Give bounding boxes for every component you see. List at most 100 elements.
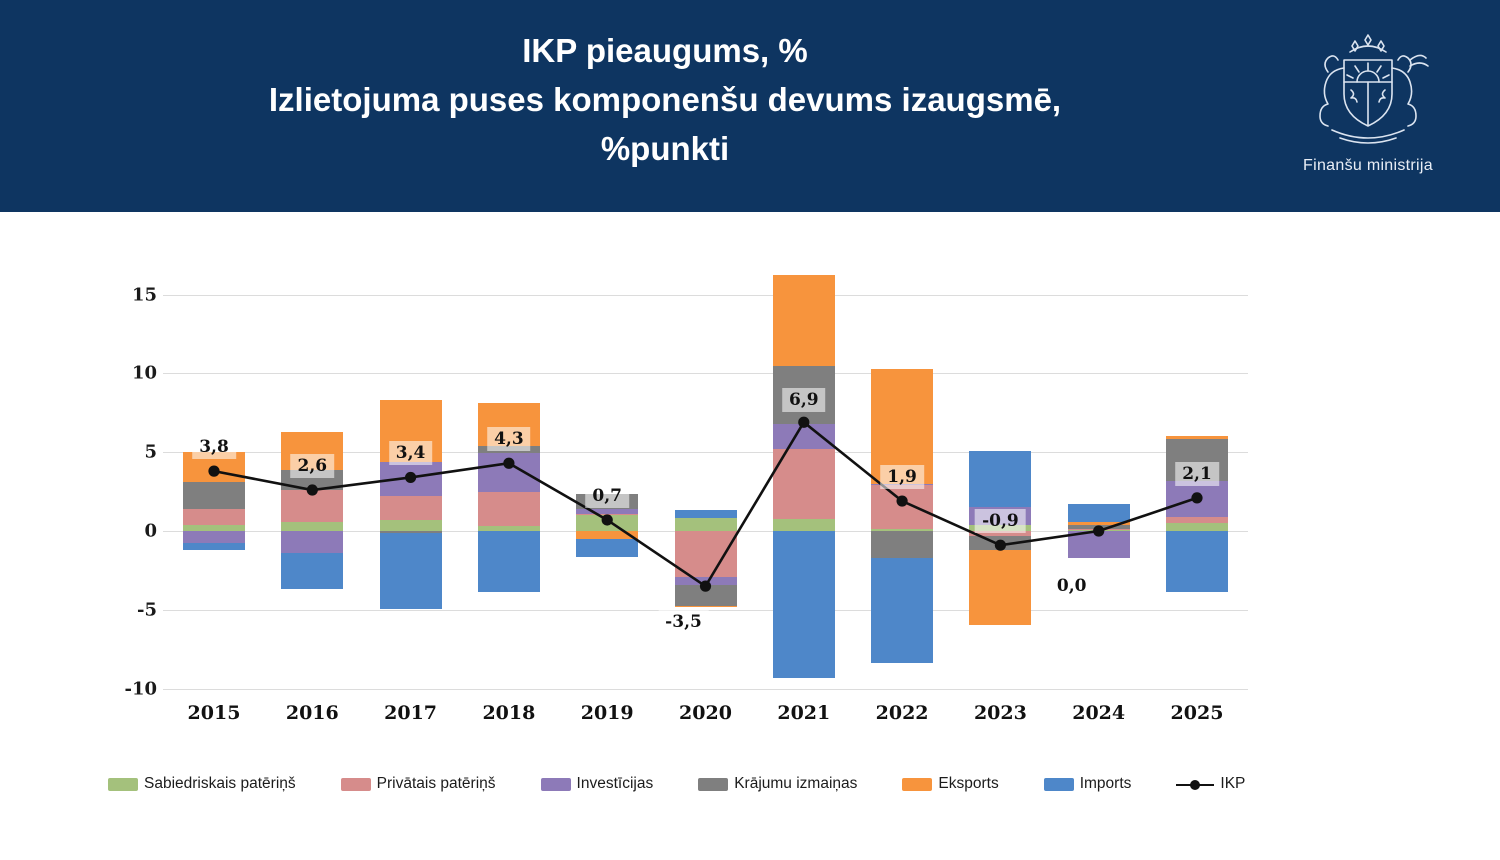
- bar-segment-2022-kr-jumu-izmai-as: [871, 531, 934, 558]
- legend-item-priv-tais-pat-ri-: Privātais patēriņš: [340, 775, 496, 793]
- gridline--10: [163, 688, 1248, 690]
- bar-segment-2021-eksports: [772, 274, 835, 366]
- x-tick-label-2016: 2016: [285, 702, 339, 724]
- ikp-value-label-2021: 6,9: [782, 388, 826, 413]
- x-tick-label-2025: 2025: [1170, 702, 1224, 724]
- gdp-contribution-chart: 15 10 5 0 -5 -10 3,8 2,6 3,4 4,3 0,7 -3,5 6,9 1,9 -0,…: [0, 212, 1500, 860]
- chart-legend: Sabiedriskais patēriņš Privātais patēriņš…: [108, 775, 1245, 793]
- gridline-10: [163, 373, 1248, 375]
- ikp-value-label-2015: 3,8: [192, 435, 236, 460]
- ikp-value-label-2019: 0,7: [585, 483, 629, 508]
- bar-segment-2025-invest-cijas: [1166, 480, 1228, 517]
- x-tick-label-2023: 2023: [973, 702, 1027, 724]
- bar-segment-2021-imports: [772, 531, 835, 679]
- ministry-logo-caption: Finanšu ministrija: [1303, 157, 1433, 174]
- ikp-value-label-2024: 0,0: [1049, 574, 1094, 598]
- title-line-2: Izlietojuma puses komponenšu devums izau…: [268, 81, 1062, 118]
- bar-segment-2025-imports: [1166, 531, 1228, 593]
- bar-segment-2022-priv-tais-pat-ri-: [871, 485, 934, 530]
- x-tick-label-2022: 2022: [875, 702, 929, 724]
- bar-segment-2017-sabiedriskais-pat-ri-: [379, 519, 442, 531]
- legend-item-sabiedriskais-pat-ri-: Sabiedriskais patēriņš: [108, 775, 296, 793]
- x-tick-label-2020: 2020: [679, 702, 732, 724]
- y-tick-label-15: 15: [131, 284, 157, 306]
- x-tick-label-2021: 2021: [777, 702, 831, 724]
- bar-segment-2025-eksports: [1166, 436, 1228, 439]
- bar-segment-2024-imports: [1067, 504, 1130, 523]
- ikp-value-label-2025: 2,1: [1175, 461, 1219, 486]
- x-tick-label-2017: 2017: [384, 702, 438, 724]
- bar-segment-2016-invest-cijas: [281, 531, 344, 554]
- bar-segment-2024-kr-jumu-izmai-as: [1067, 525, 1130, 530]
- ikp-value-label-2016: 2,6: [290, 454, 335, 479]
- legend-item-invest-cijas: Investīcijas: [540, 775, 654, 793]
- bar-segment-2017-invest-cijas: [379, 461, 442, 497]
- bar-segment-2021-invest-cijas: [772, 423, 835, 450]
- legend-swatch-icon: [108, 777, 138, 791]
- legend-label: Sabiedriskais patēriņš: [144, 775, 296, 792]
- bar-segment-2024-invest-cijas: [1067, 531, 1130, 558]
- bar-segment-2017-priv-tais-pat-ri-: [379, 496, 442, 520]
- x-tick-label-2019: 2019: [580, 702, 634, 724]
- ikp-value-label-2022: 1,9: [880, 465, 924, 490]
- legend-label: IKP: [1220, 775, 1246, 792]
- bar-segment-2020-kr-jumu-izmai-as: [674, 585, 737, 606]
- legend-label: Imports: [1079, 775, 1132, 792]
- bar-segment-2018-imports: [477, 531, 540, 592]
- title-line-1: IKP pieaugums, %: [522, 32, 808, 69]
- bar-segment-2015-invest-cijas: [183, 531, 245, 543]
- bar-segment-2016-sabiedriskais-pat-ri-: [281, 521, 344, 531]
- legend-label: Eksports: [938, 775, 999, 792]
- legend-item-imports: Imports: [1043, 775, 1132, 793]
- gridline-15: [163, 294, 1248, 296]
- bar-segment-2021-sabiedriskais-pat-ri-: [772, 519, 835, 531]
- legend-swatch-icon: [540, 777, 571, 791]
- bar-segment-2021-priv-tais-pat-ri-: [772, 449, 835, 520]
- y-tick-label-10: 10: [131, 362, 157, 384]
- bar-segment-2020-eksports: [674, 605, 737, 608]
- legend-swatch-icon: [902, 777, 933, 791]
- bar-segment-2023-kr-jumu-izmai-as: [969, 535, 1032, 550]
- legend-label: Investīcijas: [576, 775, 654, 792]
- legend-swatch-icon: [698, 777, 729, 791]
- bar-segment-2020-sabiedriskais-pat-ri-: [674, 518, 737, 531]
- bar-segment-2024-eksports: [1067, 522, 1130, 526]
- bar-segment-2020-priv-tais-pat-ri-: [674, 531, 737, 577]
- bar-segment-2015-imports: [183, 542, 245, 550]
- ministry-logo: Finanšu ministrija: [1288, 30, 1448, 175]
- bar-segment-2019-priv-tais-pat-ri-: [576, 513, 639, 516]
- bar-segment-2019-imports: [576, 538, 639, 557]
- bar-segment-2016-priv-tais-pat-ri-: [281, 490, 344, 522]
- y-tick-label--5: -5: [137, 599, 157, 621]
- y-tick-label-5: 5: [144, 441, 157, 463]
- ikp-value-label-2020: -3,5: [658, 610, 709, 635]
- legend-swatch-icon: [340, 777, 371, 791]
- bar-segment-2016-imports: [281, 553, 344, 590]
- coat-of-arms-icon: [1319, 34, 1429, 144]
- x-tick-label-2018: 2018: [482, 702, 536, 724]
- y-tick-label--10: -10: [124, 678, 157, 700]
- bar-segment-2020-invest-cijas: [674, 576, 737, 586]
- bar-segment-2022-imports: [871, 557, 934, 664]
- bar-segment-2025-priv-tais-pat-ri-: [1166, 516, 1228, 524]
- legend-item-eksports: Eksports: [902, 775, 999, 793]
- ikp-value-label-2017: 3,4: [388, 441, 433, 466]
- legend-label: Krājumu izmaiņas: [734, 775, 858, 792]
- legend-line-marker-icon: [1176, 778, 1215, 791]
- title-line-3: %punkti: [600, 130, 730, 167]
- x-tick-label-2024: 2024: [1072, 702, 1126, 724]
- bar-segment-2023-eksports: [969, 549, 1032, 625]
- bar-segment-2025-sabiedriskais-pat-ri-: [1166, 523, 1228, 531]
- legend-swatch-icon: [1043, 777, 1074, 791]
- bar-segment-2017-imports: [379, 533, 442, 609]
- bar-segment-2020-imports: [674, 509, 737, 519]
- x-tick-label-2015: 2015: [187, 702, 241, 724]
- bar-segment-2018-priv-tais-pat-ri-: [477, 492, 540, 527]
- y-tick-label-0: 0: [144, 520, 157, 542]
- bar-segment-2015-kr-jumu-izmai-as: [183, 482, 245, 509]
- ikp-value-label-2023: -0,9: [975, 509, 1026, 534]
- bar-segment-2015-priv-tais-pat-ri-: [183, 508, 245, 525]
- page-title: IKP pieaugums, % Izlietojuma puses kompo…: [0, 26, 1330, 173]
- ikp-value-label-2018: 4,3: [487, 427, 531, 452]
